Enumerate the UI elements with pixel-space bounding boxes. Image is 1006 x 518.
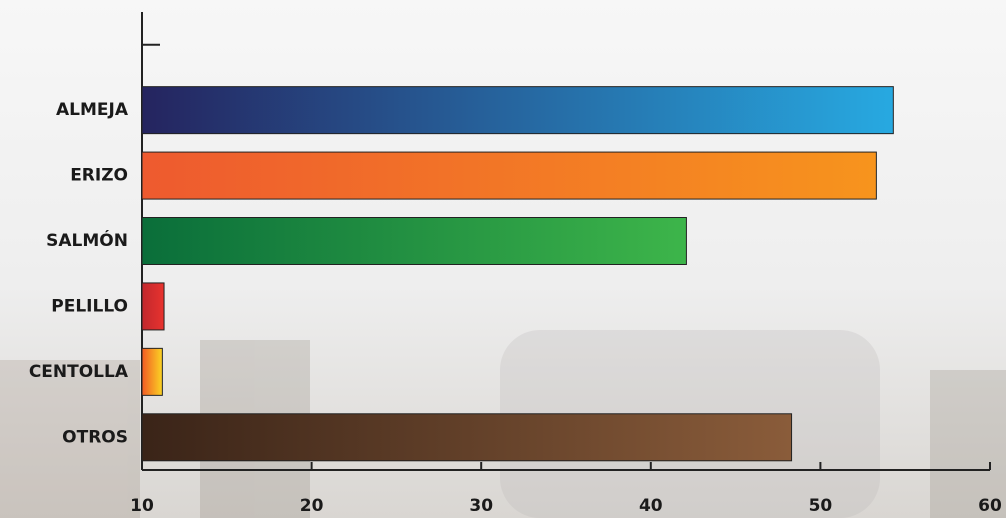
x-tick-label: 10 xyxy=(130,496,154,516)
bar xyxy=(141,86,894,135)
x-tick-label: 50 xyxy=(809,496,833,516)
x-tick-label: 60 xyxy=(978,496,1002,516)
y-tick-label: ERIZO xyxy=(70,166,128,186)
y-tick-label: SALMÓN xyxy=(46,229,128,251)
bar xyxy=(141,413,793,462)
x-tick-label: 20 xyxy=(300,496,324,516)
bar xyxy=(141,217,687,265)
bar xyxy=(141,151,877,200)
bar xyxy=(141,347,163,396)
bar xyxy=(141,282,165,331)
y-tick-label: PELILLO xyxy=(51,296,128,316)
y-tick-label: OTROS xyxy=(62,427,128,447)
x-tick-label: 30 xyxy=(469,496,493,516)
y-tick-label: ALMEJA xyxy=(56,100,129,120)
y-tick-label: CENTOLLA xyxy=(29,362,129,382)
x-tick-label: 40 xyxy=(639,496,663,516)
